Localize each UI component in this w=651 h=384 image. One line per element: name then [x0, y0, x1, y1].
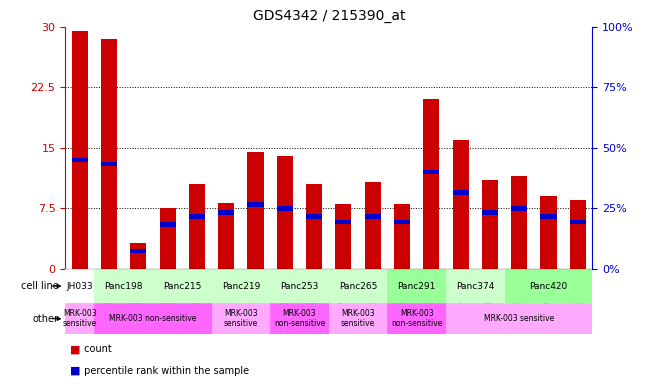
- Bar: [130, 243, 146, 269]
- Bar: [94, 303, 212, 334]
- Text: Panc253: Panc253: [281, 281, 318, 291]
- Text: JH033: JH033: [66, 281, 93, 291]
- Text: MRK-003
non-sensitive: MRK-003 non-sensitive: [391, 309, 442, 328]
- Bar: [423, 99, 439, 269]
- Bar: [329, 269, 387, 303]
- Text: percentile rank within the sample: percentile rank within the sample: [81, 366, 249, 376]
- Text: MRK-003
sensitive: MRK-003 sensitive: [224, 309, 258, 328]
- Bar: [130, 249, 146, 253]
- Text: Panc198: Panc198: [104, 281, 143, 291]
- Bar: [65, 269, 94, 303]
- Bar: [329, 269, 358, 303]
- Bar: [270, 269, 299, 303]
- Text: Panc219: Panc219: [222, 281, 260, 291]
- Bar: [306, 184, 322, 269]
- Bar: [446, 303, 592, 334]
- Bar: [270, 269, 329, 303]
- Bar: [511, 206, 527, 211]
- Bar: [101, 39, 117, 269]
- Bar: [570, 200, 586, 269]
- Text: MRK-003
sensitive: MRK-003 sensitive: [62, 309, 97, 328]
- Text: MRK-003
sensitive: MRK-003 sensitive: [341, 309, 375, 328]
- Bar: [306, 214, 322, 219]
- Bar: [335, 220, 352, 225]
- Bar: [72, 31, 88, 269]
- Text: Panc291: Panc291: [398, 281, 436, 291]
- Bar: [218, 203, 234, 269]
- Bar: [394, 204, 410, 269]
- Bar: [505, 269, 592, 303]
- Bar: [446, 269, 475, 303]
- Bar: [570, 220, 586, 225]
- Bar: [189, 184, 205, 269]
- Bar: [101, 162, 117, 166]
- Bar: [212, 269, 241, 303]
- Bar: [475, 269, 505, 303]
- Text: Panc420: Panc420: [529, 281, 568, 291]
- Bar: [335, 204, 352, 269]
- Text: ■: ■: [70, 366, 80, 376]
- Bar: [212, 303, 270, 334]
- Bar: [94, 269, 153, 303]
- Text: count: count: [81, 344, 112, 354]
- Bar: [511, 176, 527, 269]
- Text: GDS4342 / 215390_at: GDS4342 / 215390_at: [253, 9, 405, 23]
- Bar: [505, 269, 534, 303]
- Text: MRK-003 non-sensitive: MRK-003 non-sensitive: [109, 314, 197, 323]
- Bar: [277, 206, 293, 211]
- Bar: [534, 269, 563, 303]
- Text: other: other: [33, 314, 59, 324]
- Bar: [540, 196, 557, 269]
- Bar: [94, 269, 124, 303]
- Bar: [72, 157, 88, 162]
- Bar: [387, 269, 446, 303]
- Bar: [153, 269, 182, 303]
- Text: Panc265: Panc265: [339, 281, 377, 291]
- Bar: [212, 269, 270, 303]
- Bar: [159, 209, 176, 269]
- Bar: [358, 269, 387, 303]
- Bar: [159, 222, 176, 227]
- Bar: [277, 156, 293, 269]
- Text: cell line: cell line: [21, 281, 59, 291]
- Text: Panc215: Panc215: [163, 281, 201, 291]
- Bar: [482, 210, 498, 215]
- Text: Panc374: Panc374: [456, 281, 494, 291]
- Bar: [365, 182, 381, 269]
- Bar: [329, 303, 387, 334]
- Bar: [270, 303, 329, 334]
- Bar: [218, 210, 234, 215]
- Bar: [241, 269, 270, 303]
- Bar: [299, 269, 329, 303]
- Bar: [482, 180, 498, 269]
- Bar: [394, 220, 410, 225]
- Bar: [423, 170, 439, 174]
- Bar: [247, 152, 264, 269]
- Bar: [65, 269, 94, 303]
- Text: MRK-003 sensitive: MRK-003 sensitive: [484, 314, 554, 323]
- Bar: [387, 269, 417, 303]
- Bar: [365, 214, 381, 219]
- Bar: [540, 214, 557, 219]
- Bar: [124, 269, 153, 303]
- Bar: [452, 140, 469, 269]
- Text: MRK-003
non-sensitive: MRK-003 non-sensitive: [274, 309, 325, 328]
- Bar: [247, 202, 264, 207]
- Bar: [417, 269, 446, 303]
- Text: ■: ■: [70, 344, 80, 354]
- Bar: [189, 214, 205, 219]
- Bar: [182, 269, 212, 303]
- Bar: [563, 269, 592, 303]
- Bar: [153, 269, 212, 303]
- Bar: [452, 190, 469, 195]
- Bar: [387, 303, 446, 334]
- Bar: [65, 303, 94, 334]
- Bar: [446, 269, 505, 303]
